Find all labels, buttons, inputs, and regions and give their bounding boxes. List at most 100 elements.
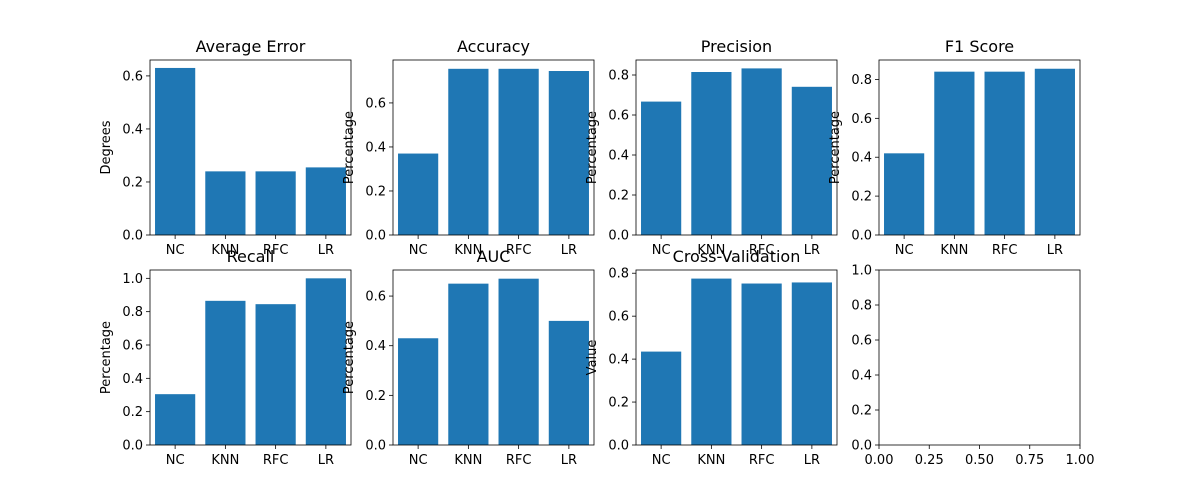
subplot-3: NC KNN RFC LR 0.0 0.2 0.4 0.6 0.8 Precision Percen… xyxy=(585,37,838,258)
x-tick-label: RFC xyxy=(263,243,289,258)
y-tick-label: 0.6 xyxy=(851,334,872,349)
subplot-title: Cross-Validation xyxy=(673,247,801,266)
x-tick-label: 0.50 xyxy=(965,453,994,468)
x-tick-label: RFC xyxy=(992,243,1018,258)
y-tick-label: 0.0 xyxy=(122,229,143,244)
y-tick-label: 0.0 xyxy=(122,439,143,454)
bar-nc xyxy=(641,101,682,235)
x-tick-label: KNN xyxy=(697,453,725,468)
subplot-title: Recall xyxy=(227,247,275,266)
y-tick-label: 0.2 xyxy=(365,184,386,199)
bar-knn xyxy=(691,278,732,445)
bar-knn xyxy=(934,71,975,235)
y-tick-label: 1.0 xyxy=(122,272,143,287)
y-tick-label: 0.0 xyxy=(608,229,629,244)
axes-frame xyxy=(878,269,1081,446)
x-tick-label: KNN xyxy=(697,243,725,258)
bar-lr xyxy=(791,86,832,235)
y-axis-label: Degrees xyxy=(99,120,114,174)
x-tick-label: RFC xyxy=(506,453,532,468)
y-tick-label: 0.0 xyxy=(365,439,386,454)
y-tick-label: 0.4 xyxy=(365,339,386,354)
bar-lr xyxy=(1034,68,1075,235)
y-tick-label: 0.2 xyxy=(365,389,386,404)
bar-rfc xyxy=(984,71,1025,235)
x-tick-label: LR xyxy=(1047,243,1063,258)
bar-rfc xyxy=(741,283,782,445)
x-tick-label: 1.00 xyxy=(1066,453,1095,468)
axes-frame xyxy=(878,59,1081,236)
x-tick-label: NC xyxy=(409,243,428,258)
subplot-title: F1 Score xyxy=(945,37,1014,56)
subplot-2: NC KNN RFC LR 0.0 0.2 0.4 0.6 Accuracy Percentage xyxy=(342,37,595,258)
bar-lr xyxy=(548,320,589,445)
axes-frame xyxy=(149,269,352,446)
x-tick-label: NC xyxy=(652,453,671,468)
bar-rfc xyxy=(741,68,782,236)
x-tick-label: NC xyxy=(409,453,428,468)
bar-rfc xyxy=(255,304,296,445)
bar-rfc xyxy=(255,171,296,235)
y-tick-label: 0.6 xyxy=(122,69,143,84)
y-tick-label: 0.6 xyxy=(122,339,143,354)
subplot-4: NC KNN RFC LR 0.0 0.2 0.4 0.6 0.8 F1 Score Percent… xyxy=(828,37,1081,258)
x-tick-label: KNN xyxy=(211,243,239,258)
subplot-title: AUC xyxy=(477,247,511,266)
y-tick-label: 0.4 xyxy=(851,151,872,166)
y-tick-label: 0.2 xyxy=(122,405,143,420)
y-tick-label: 1.0 xyxy=(851,264,872,279)
bar-knn xyxy=(205,300,246,445)
bar-nc xyxy=(155,67,196,235)
y-tick-label: 0.2 xyxy=(122,175,143,190)
y-tick-label: 0.8 xyxy=(851,299,872,314)
y-tick-label: 0.8 xyxy=(608,267,629,282)
x-tick-label: LR xyxy=(318,453,334,468)
x-tick-label: KNN xyxy=(211,453,239,468)
y-tick-label: 0.2 xyxy=(608,396,629,411)
bar-nc xyxy=(155,394,196,445)
y-tick-label: 0.6 xyxy=(608,109,629,124)
y-axis-label: Percentage xyxy=(828,111,843,184)
x-tick-label: KNN xyxy=(454,453,482,468)
x-tick-label: 0.00 xyxy=(865,453,894,468)
axes-frame xyxy=(392,269,595,446)
y-tick-label: 0.4 xyxy=(365,140,386,155)
subplot-grid: NC KNN RFC LR 0.0 0.2 0.4 0.6 Average Error Degre… xyxy=(99,37,1094,468)
y-tick-label: 0.6 xyxy=(851,112,872,127)
y-tick-label: 0.0 xyxy=(851,439,872,454)
x-tick-label: NC xyxy=(895,243,914,258)
bar-lr xyxy=(548,71,589,235)
y-axis-label: Value xyxy=(585,340,600,376)
bar-knn xyxy=(448,283,489,445)
y-tick-label: 0.6 xyxy=(608,310,629,325)
y-tick-label: 0.8 xyxy=(122,305,143,320)
y-axis-label: Percentage xyxy=(342,111,357,184)
bar-rfc xyxy=(498,278,539,445)
subplot-8: 0.00 0.25 0.50 0.75 1.00 0.0 0.2 0.4 0.6 0.8 1.0 xyxy=(851,264,1094,469)
bar-nc xyxy=(884,153,925,235)
bar-knn xyxy=(691,72,732,235)
subplot-title: Average Error xyxy=(196,37,306,56)
x-tick-label: NC xyxy=(166,453,185,468)
bar-lr xyxy=(305,167,346,235)
x-tick-label: RFC xyxy=(749,453,775,468)
bar-knn xyxy=(448,68,489,235)
bar-rfc xyxy=(498,68,539,235)
x-tick-label: LR xyxy=(804,453,820,468)
y-tick-label: 0.8 xyxy=(608,69,629,84)
subplot-7: NC KNN RFC LR 0.0 0.2 0.4 0.6 0.8 Cross-Validatio… xyxy=(585,247,838,468)
y-tick-label: 0.8 xyxy=(851,73,872,88)
x-tick-label: NC xyxy=(652,243,671,258)
x-tick-label: RFC xyxy=(749,243,775,258)
y-tick-label: 0.4 xyxy=(608,149,629,164)
y-tick-label: 0.0 xyxy=(608,439,629,454)
bar-nc xyxy=(398,338,439,445)
x-tick-label: LR xyxy=(318,243,334,258)
y-tick-label: 0.4 xyxy=(608,353,629,368)
y-tick-label: 0.6 xyxy=(365,290,386,305)
x-tick-label: 0.25 xyxy=(915,453,944,468)
y-axis-label: Percentage xyxy=(99,321,114,394)
y-tick-label: 0.2 xyxy=(851,404,872,419)
bar-knn xyxy=(205,171,246,235)
